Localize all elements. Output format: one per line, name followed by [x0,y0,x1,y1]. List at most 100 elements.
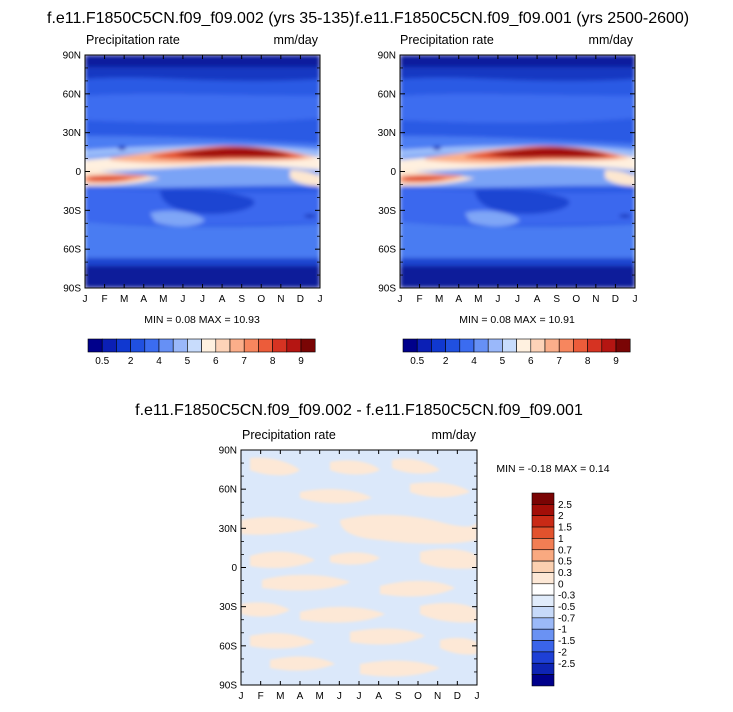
y-tick-label: 90N [378,51,396,62]
diff-colorbar-swatch [531,572,555,585]
colorbar-label: 8 [585,356,591,367]
x-tick-label: J [318,294,323,305]
colorbar-label: 5 [500,356,506,367]
colorbar-swatch [487,338,503,353]
x-tick-label: A [534,294,541,305]
diff-colorbar-swatch [531,651,555,664]
panel-3-units-label: mm/day [432,428,477,442]
diff-colorbar-swatch [531,492,555,505]
x-tick-label: M [315,691,323,702]
x-tick-label: M [120,294,128,305]
diff-colorbar-label: 1.5 [558,523,572,534]
x-tick-label: A [219,294,226,305]
panel-2-variable-label: Precipitation rate [400,33,494,47]
x-tick-label: M [159,294,167,305]
y-tick-label: 90S [378,284,396,295]
diff-colorbar-swatch [531,560,555,573]
colorbar-swatch [530,338,546,353]
y-tick-label: 60N [378,89,396,100]
y-tick-label: 60S [63,245,81,256]
y-tick-label: 90S [63,284,81,295]
diff-colorbar-label: 2 [558,511,564,522]
y-tick-label: 30N [219,524,237,535]
panel-2-units-label: mm/day [589,33,634,47]
x-tick-label: N [434,691,441,702]
colorbar-label: 7 [556,356,562,367]
x-tick-label: F [417,294,423,305]
colorbar-swatch [144,338,160,353]
colorbar-swatch [573,338,588,353]
x-tick-label: A [455,294,462,305]
y-tick-label: 90N [219,446,237,457]
colorbar-swatch [286,338,302,353]
diff-colorbar-label: 0.3 [558,568,572,579]
colorbar-swatch [558,338,574,353]
colorbar-swatch [615,338,631,353]
colorbar-swatch [229,338,245,353]
colorbar-swatch [101,338,117,353]
x-tick-label: J [200,294,205,305]
colorbar-swatch [272,338,288,353]
colorbar-label: 4 [156,356,162,367]
x-tick-label: M [435,294,443,305]
colorbar-swatch [201,338,217,353]
colorbar-label: 2 [128,356,134,367]
panel-2-title: f.e11.F1850C5CN.f09_f09.001 (yrs 2500-26… [355,10,689,27]
x-tick-label: A [375,691,382,702]
x-tick-label: M [474,294,482,305]
colorbar-swatch [243,338,259,353]
x-tick-label: J [337,691,342,702]
colorbar-label: 0.5 [410,356,424,367]
panel-3-variable-label: Precipitation rate [242,428,336,442]
x-tick-label: F [102,294,108,305]
colorbar-swatch [459,338,475,353]
diff-colorbar-swatch [531,538,555,551]
colorbar-swatch [502,338,517,353]
colorbar-label: 9 [298,356,304,367]
diff-colorbar-label: -2 [558,647,567,658]
colorbar-swatch [215,338,231,353]
x-tick-label: N [592,294,599,305]
diff-colorbar-label: -2.5 [558,659,576,670]
min-max-stat: MIN = 0.08 MAX = 10.91 [459,314,575,326]
diff-colorbar-swatch [531,674,555,687]
diff-colorbar-swatch [531,594,555,607]
diff-colorbar-label: 1 [558,534,564,545]
diff-colorbar-label: 2.5 [558,500,572,511]
y-tick-label: 0 [75,167,81,178]
x-tick-label: D [297,294,304,305]
y-tick-label: 60N [219,485,237,496]
x-tick-label: J [357,691,362,702]
colorbar-swatch [116,338,131,353]
diff-colorbar-label: -0.7 [558,613,576,624]
colorbar-label: 7 [241,356,247,367]
diff-colorbar-swatch [531,628,555,641]
x-tick-label: J [633,294,638,305]
x-tick-label: F [258,691,264,702]
colorbar-swatch [187,338,202,353]
x-tick-label: J [180,294,185,305]
colorbar-swatch [300,338,316,353]
x-tick-label: A [297,691,304,702]
x-tick-label: D [454,691,461,702]
x-tick-label: N [277,294,284,305]
colorbar-label: 0.5 [95,356,109,367]
colorbar-label: 9 [613,356,619,367]
colorbar-swatch [172,338,188,353]
diff-colorbar-swatch [531,549,555,562]
panel-2-field [400,55,635,288]
x-tick-label: S [553,294,560,305]
y-tick-label: 90S [219,681,237,692]
colorbar-swatch [130,338,146,353]
diff-colorbar-label: 0 [558,579,564,590]
x-tick-label: J [495,294,500,305]
panel-1-field [85,55,320,288]
x-tick-label: S [238,294,245,305]
colorbar-swatch [445,338,461,353]
diff-colorbar-label: -0.5 [558,602,576,613]
colorbar-swatch [431,338,446,353]
diff-colorbar-swatch [531,526,555,539]
x-tick-label: J [515,294,520,305]
